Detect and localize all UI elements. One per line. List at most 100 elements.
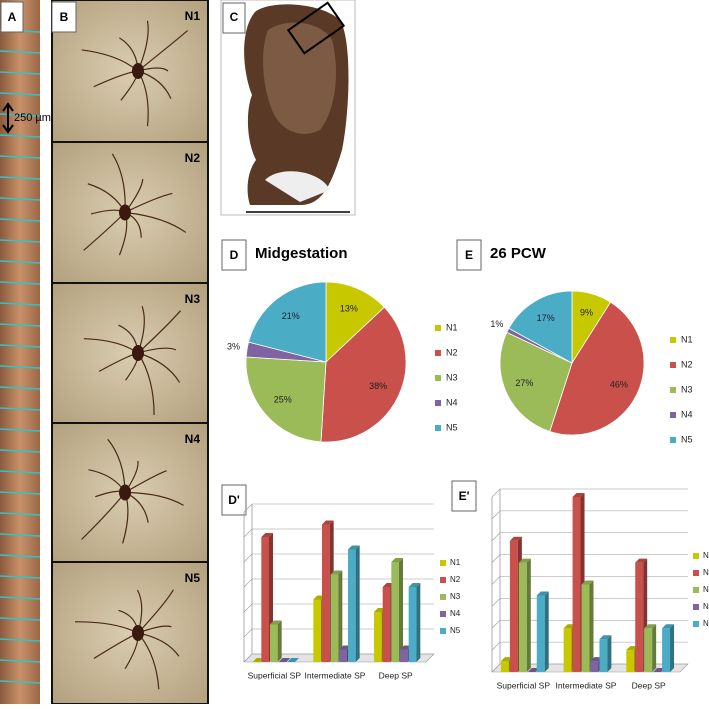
- bin-line: [0, 92, 41, 96]
- pie-slice: [499, 331, 573, 432]
- legend-label: N2: [703, 568, 709, 577]
- bar-top: [348, 545, 360, 550]
- bar: [408, 587, 417, 662]
- bin-line: [0, 659, 41, 663]
- neuron-photo: [53, 1, 207, 141]
- neuron-dendrites: [74, 589, 180, 690]
- grid-line: [243, 503, 434, 513]
- neuron-dendrites: [83, 305, 181, 415]
- legend-label: N5: [681, 434, 693, 444]
- value-label: 3%: [227, 342, 240, 352]
- panel-label-box: [221, 484, 247, 516]
- panel-a: A 250 µm: [0, 0, 51, 704]
- bar-side: [652, 624, 657, 672]
- chart-title: 26 PCW: [490, 245, 547, 262]
- neuron-soma: [119, 204, 131, 221]
- bar-top: [278, 658, 291, 662]
- grid-line: [243, 553, 434, 563]
- legend-swatch: [670, 362, 676, 368]
- value-label: 25%: [274, 394, 292, 404]
- pie-slice: [245, 356, 327, 443]
- legend-label: N2: [681, 359, 693, 369]
- bar-side: [355, 545, 360, 662]
- x-tick-label: Intermediate SP: [305, 670, 366, 680]
- bin-line: [0, 617, 41, 621]
- bar: [261, 537, 269, 662]
- bar-top: [599, 635, 612, 640]
- neuron-soma: [132, 345, 144, 361]
- brain-cortex: [263, 22, 336, 134]
- grid-line: [243, 653, 434, 663]
- legend-label: N5: [703, 619, 709, 628]
- legend-label: N4: [450, 609, 461, 618]
- legend-label: N1: [446, 322, 458, 332]
- grid-line: [491, 619, 688, 629]
- bar-top: [330, 570, 343, 575]
- bar: [599, 639, 608, 672]
- bar: [313, 599, 321, 662]
- legend-swatch: [440, 577, 446, 583]
- bin-line: [0, 239, 41, 243]
- bar: [509, 540, 518, 672]
- grid-line: [491, 641, 688, 651]
- panel-label-box: [0, 1, 24, 33]
- neuron-dendrites: [81, 438, 184, 544]
- bar-top: [644, 624, 657, 629]
- tissue-strip: [0, 0, 40, 704]
- legend-swatch: [670, 412, 676, 418]
- chart-title: Midgestation: [255, 245, 348, 262]
- bar: [626, 650, 635, 672]
- panel-label-box: [51, 1, 77, 33]
- legend-swatch: [693, 621, 699, 627]
- bin-line: [0, 113, 41, 117]
- pie-slice: [320, 306, 407, 443]
- panel-label: C: [230, 10, 239, 24]
- bin-line: [0, 302, 41, 306]
- legend-label: N3: [450, 592, 461, 601]
- pie-slice: [325, 281, 385, 363]
- bin-line: [0, 428, 41, 432]
- legend-swatch: [693, 604, 699, 610]
- legend-swatch: [670, 437, 676, 443]
- neuron-soma: [132, 63, 144, 79]
- bar-side: [277, 620, 282, 662]
- bin-line: [0, 50, 41, 54]
- x-tick-label: Superficial SP: [248, 670, 302, 680]
- panel-label-box: [221, 239, 247, 271]
- bar: [644, 628, 653, 672]
- panel-label: B: [60, 10, 69, 24]
- legend-swatch: [670, 387, 676, 393]
- panel-label-box: [456, 239, 482, 271]
- panel-label-box: [222, 2, 246, 34]
- legend-swatch: [435, 425, 441, 431]
- bin-line: [0, 680, 41, 684]
- neuron-photo: [53, 284, 207, 422]
- pie-slice: [508, 290, 573, 364]
- bin-line: [0, 386, 41, 390]
- bar: [348, 549, 356, 662]
- neuron-label: N3: [185, 292, 201, 306]
- bar-top: [322, 520, 334, 525]
- value-label: 27%: [515, 378, 533, 388]
- bin-line: [0, 449, 41, 453]
- legend-swatch: [435, 350, 441, 356]
- value-label: 13%: [340, 304, 358, 314]
- bar-top: [572, 493, 585, 497]
- grid-line: [243, 578, 434, 588]
- bar: [563, 628, 572, 672]
- bar-side: [607, 635, 612, 672]
- neuron-label: N4: [185, 432, 201, 446]
- panel-c: C: [220, 0, 356, 216]
- grid-line: [491, 576, 688, 585]
- bin-line: [0, 197, 41, 201]
- grid-line: [491, 598, 688, 607]
- bin-line: [0, 155, 41, 159]
- bar: [590, 661, 599, 672]
- bar-top: [635, 558, 648, 563]
- panel-b: N1 N2 N3 N4 N5: [51, 0, 209, 704]
- bar-side: [416, 583, 421, 662]
- grid-line: [491, 532, 688, 541]
- legend-label: N4: [681, 409, 693, 419]
- grid-line: [243, 603, 434, 613]
